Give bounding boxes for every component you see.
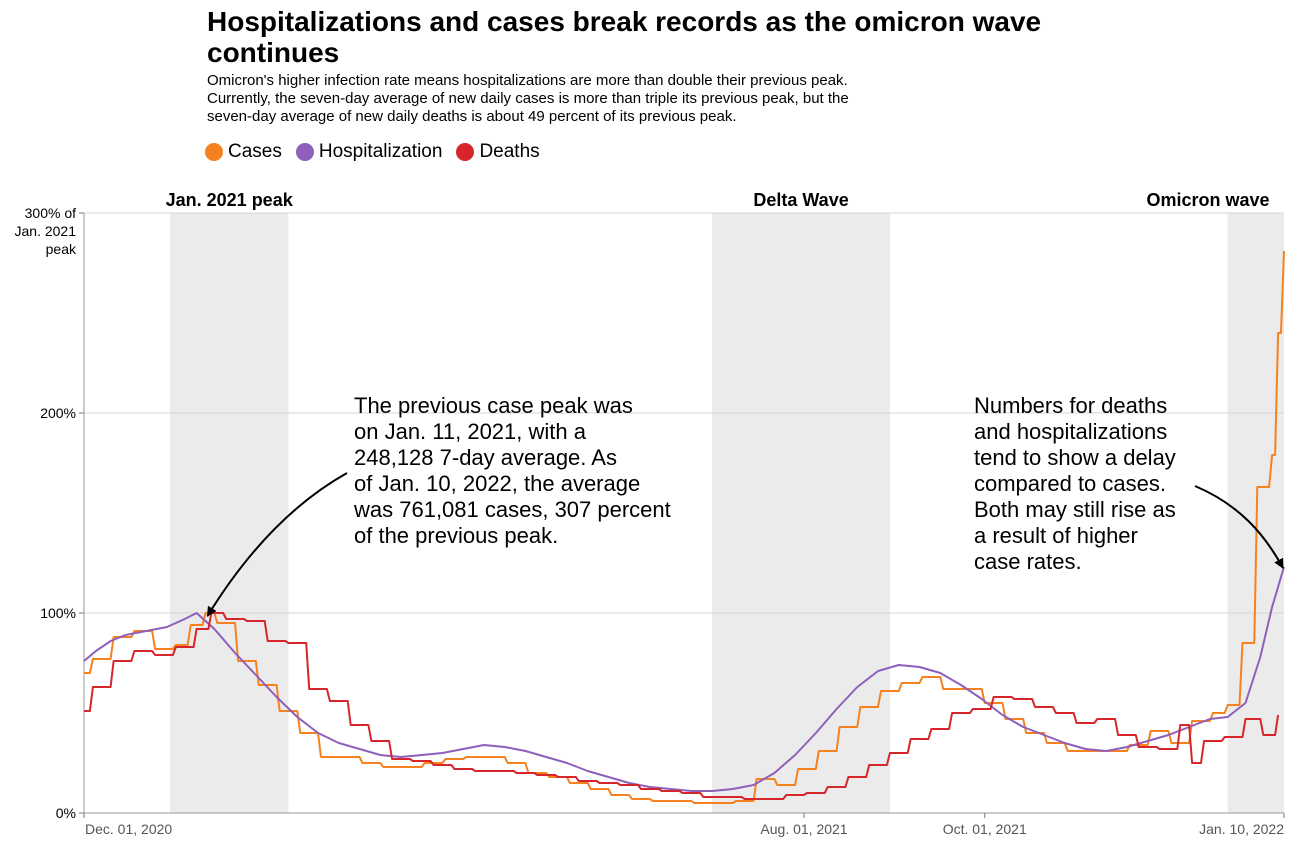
y-tick-label-3: 300% of Jan. 2021 peak [15, 205, 77, 257]
x-tick-label-2: Oct. 01, 2021 [943, 821, 1027, 837]
series-line-hospitalization [83, 566, 1285, 792]
legend-item-cases: Cases [205, 141, 282, 163]
deaths-swatch [456, 143, 475, 161]
y-tick-label-2: 200% [40, 405, 76, 421]
hospitalization-swatch [295, 143, 314, 161]
legend-label-cases: Cases [228, 141, 282, 162]
legend-label-deaths: Deaths [479, 141, 540, 162]
band-label-1: Delta Wave [753, 190, 848, 210]
legend-item-hospitalization: Hospitalization [295, 141, 443, 163]
annotation-previous-peak: The previous case peak was on Jan. 11, 20… [353, 393, 671, 548]
annotation-delay: Numbers for deaths and hospitalizations te… [974, 393, 1176, 574]
series-line-deaths [84, 612, 1280, 800]
legend: Cases Hospitalization Deaths [205, 141, 540, 163]
y-tick-label-1: 100% [40, 605, 76, 621]
series-line-cases [84, 250, 1285, 804]
annotation-arrow-2 [1194, 485, 1284, 569]
chart-title: Hospitalizations and cases break records… [207, 6, 1042, 68]
chart-subtitle: Omicron's higher infection rate means ho… [207, 72, 849, 125]
legend-item-deaths: Deaths [456, 141, 540, 163]
annotation-arrow-1 [206, 472, 348, 617]
band-label-0: Jan. 2021 peak [166, 190, 294, 210]
band-label-2: Omicron wave [1146, 190, 1269, 210]
x-tick-label-1: Aug. 01, 2021 [760, 821, 847, 837]
band-1 [712, 213, 890, 813]
legend-label-hospitalization: Hospitalization [318, 141, 443, 162]
band-0 [169, 213, 289, 813]
x-tick-label-3: Jan. 10, 2022 [1199, 821, 1284, 837]
x-tick-label-0: Dec. 01, 2020 [85, 821, 172, 837]
cases-swatch [205, 143, 223, 161]
y-tick-label-0: 0% [56, 805, 76, 821]
